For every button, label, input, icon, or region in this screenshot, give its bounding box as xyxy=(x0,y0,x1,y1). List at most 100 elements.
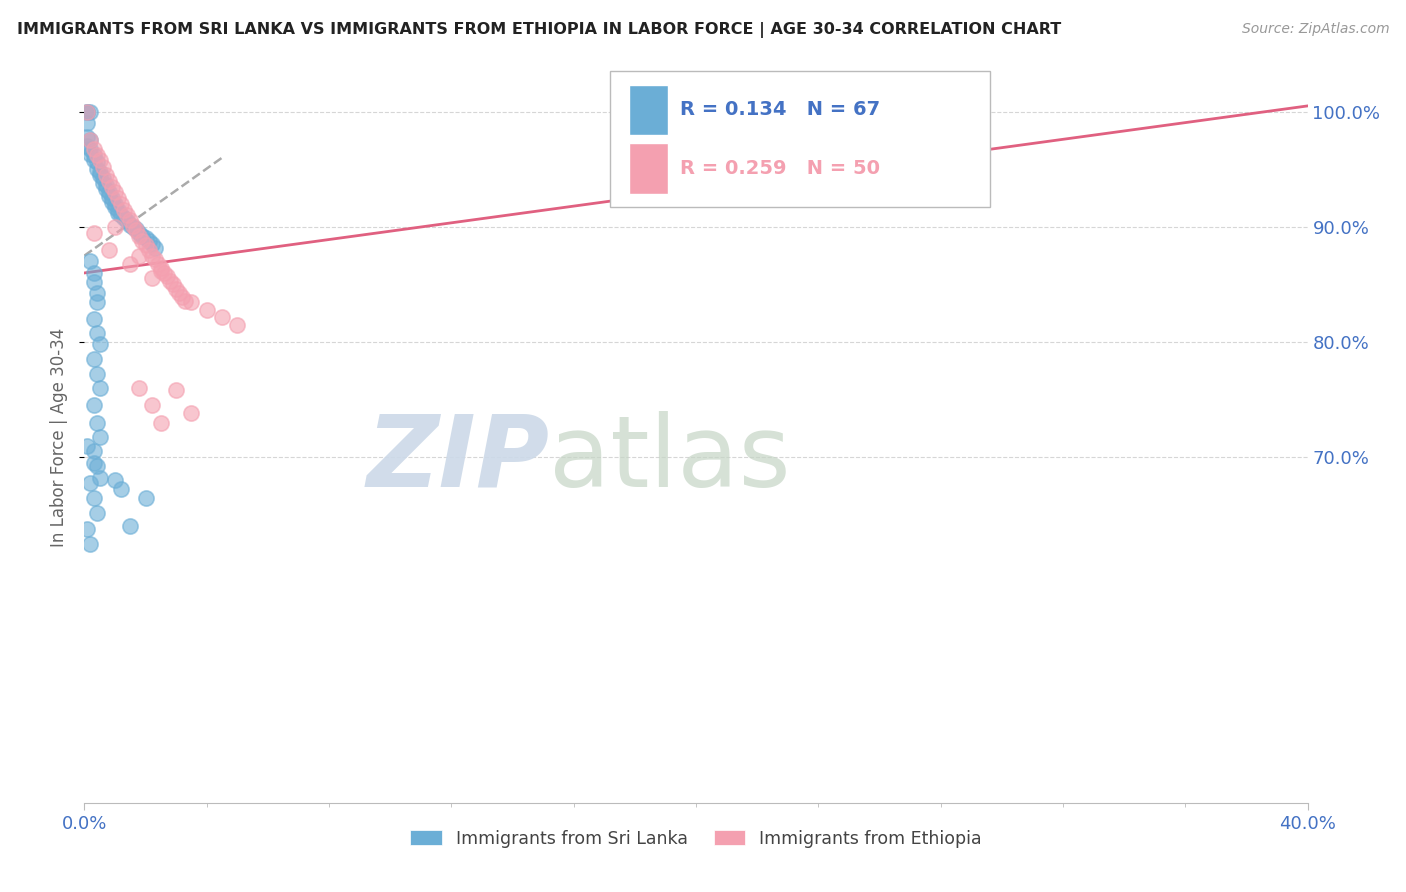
Point xyxy=(83,312,105,326)
Point xyxy=(86,148,108,162)
Point xyxy=(91,176,114,190)
Point xyxy=(86,416,108,430)
Point xyxy=(79,147,101,161)
Point xyxy=(141,249,163,263)
Point xyxy=(131,229,153,244)
Point xyxy=(165,282,187,296)
Y-axis label: In Labor Force | Age 30-34: In Labor Force | Age 30-34 xyxy=(51,327,69,547)
Point xyxy=(86,162,108,177)
Point xyxy=(89,381,111,395)
Point xyxy=(195,302,218,317)
FancyBboxPatch shape xyxy=(628,85,668,135)
Point xyxy=(153,266,176,280)
Point xyxy=(107,202,129,217)
Point xyxy=(141,237,163,252)
Point xyxy=(76,104,98,119)
Point xyxy=(76,522,98,536)
Point xyxy=(143,252,166,266)
Point xyxy=(89,337,111,351)
Point xyxy=(86,285,108,300)
Point xyxy=(138,243,160,257)
Point xyxy=(180,407,202,421)
Point xyxy=(165,384,187,398)
Point xyxy=(128,226,150,240)
Point xyxy=(79,254,101,268)
Point xyxy=(76,439,98,453)
Point xyxy=(141,398,163,412)
Text: atlas: atlas xyxy=(550,410,790,508)
Point xyxy=(79,475,101,490)
Point xyxy=(83,444,105,458)
Point xyxy=(83,398,105,412)
Text: IMMIGRANTS FROM SRI LANKA VS IMMIGRANTS FROM ETHIOPIA IN LABOR FORCE | AGE 30-34: IMMIGRANTS FROM SRI LANKA VS IMMIGRANTS … xyxy=(17,22,1062,38)
Point xyxy=(128,249,150,263)
Point xyxy=(94,182,117,196)
Point xyxy=(83,491,105,505)
Point xyxy=(149,263,172,277)
Point xyxy=(138,234,160,248)
Point xyxy=(83,352,105,367)
Legend: Immigrants from Sri Lanka, Immigrants from Ethiopia: Immigrants from Sri Lanka, Immigrants fr… xyxy=(402,821,990,856)
Point xyxy=(79,142,101,156)
Point xyxy=(167,285,190,300)
Point xyxy=(226,318,249,332)
Point xyxy=(104,197,127,211)
Point xyxy=(135,231,157,245)
Point xyxy=(141,270,163,285)
Point xyxy=(125,222,148,236)
Point xyxy=(211,310,233,324)
Point xyxy=(172,290,194,304)
Point xyxy=(86,506,108,520)
Point xyxy=(97,188,120,202)
Point xyxy=(180,294,202,309)
Point xyxy=(86,155,108,169)
Point xyxy=(112,202,135,217)
Point xyxy=(149,261,172,276)
FancyBboxPatch shape xyxy=(610,71,990,207)
Point xyxy=(97,174,120,188)
Point xyxy=(156,269,179,284)
Point xyxy=(125,223,148,237)
Point xyxy=(120,213,142,227)
Point xyxy=(120,218,142,232)
Point xyxy=(115,214,138,228)
Point xyxy=(91,171,114,186)
Text: ZIP: ZIP xyxy=(366,410,550,508)
Point xyxy=(83,266,105,280)
Point xyxy=(86,459,108,474)
Point xyxy=(83,142,105,156)
Point xyxy=(83,456,105,470)
Point xyxy=(120,257,142,271)
Point xyxy=(89,168,111,182)
Point xyxy=(162,277,184,292)
Point xyxy=(122,219,145,233)
Point xyxy=(79,133,101,147)
Point xyxy=(94,178,117,193)
Point xyxy=(115,208,138,222)
Point xyxy=(89,471,111,485)
Text: R = 0.134   N = 67: R = 0.134 N = 67 xyxy=(681,100,880,120)
Point xyxy=(101,179,124,194)
Point xyxy=(104,473,127,487)
Point xyxy=(135,238,157,252)
Point xyxy=(86,294,108,309)
Point xyxy=(624,103,647,117)
Point xyxy=(83,148,105,162)
Point xyxy=(76,104,98,119)
Point xyxy=(135,491,157,505)
Point xyxy=(91,160,114,174)
Point xyxy=(146,257,169,271)
Point xyxy=(76,104,98,119)
Point xyxy=(83,226,105,240)
Point xyxy=(107,191,129,205)
Point xyxy=(110,197,132,211)
Text: Source: ZipAtlas.com: Source: ZipAtlas.com xyxy=(1241,22,1389,37)
Point xyxy=(143,241,166,255)
Point xyxy=(86,326,108,340)
Point xyxy=(112,211,135,225)
Point xyxy=(110,483,132,497)
Point xyxy=(174,293,197,308)
Point xyxy=(107,206,129,220)
Point xyxy=(104,219,127,234)
Point xyxy=(89,153,111,167)
